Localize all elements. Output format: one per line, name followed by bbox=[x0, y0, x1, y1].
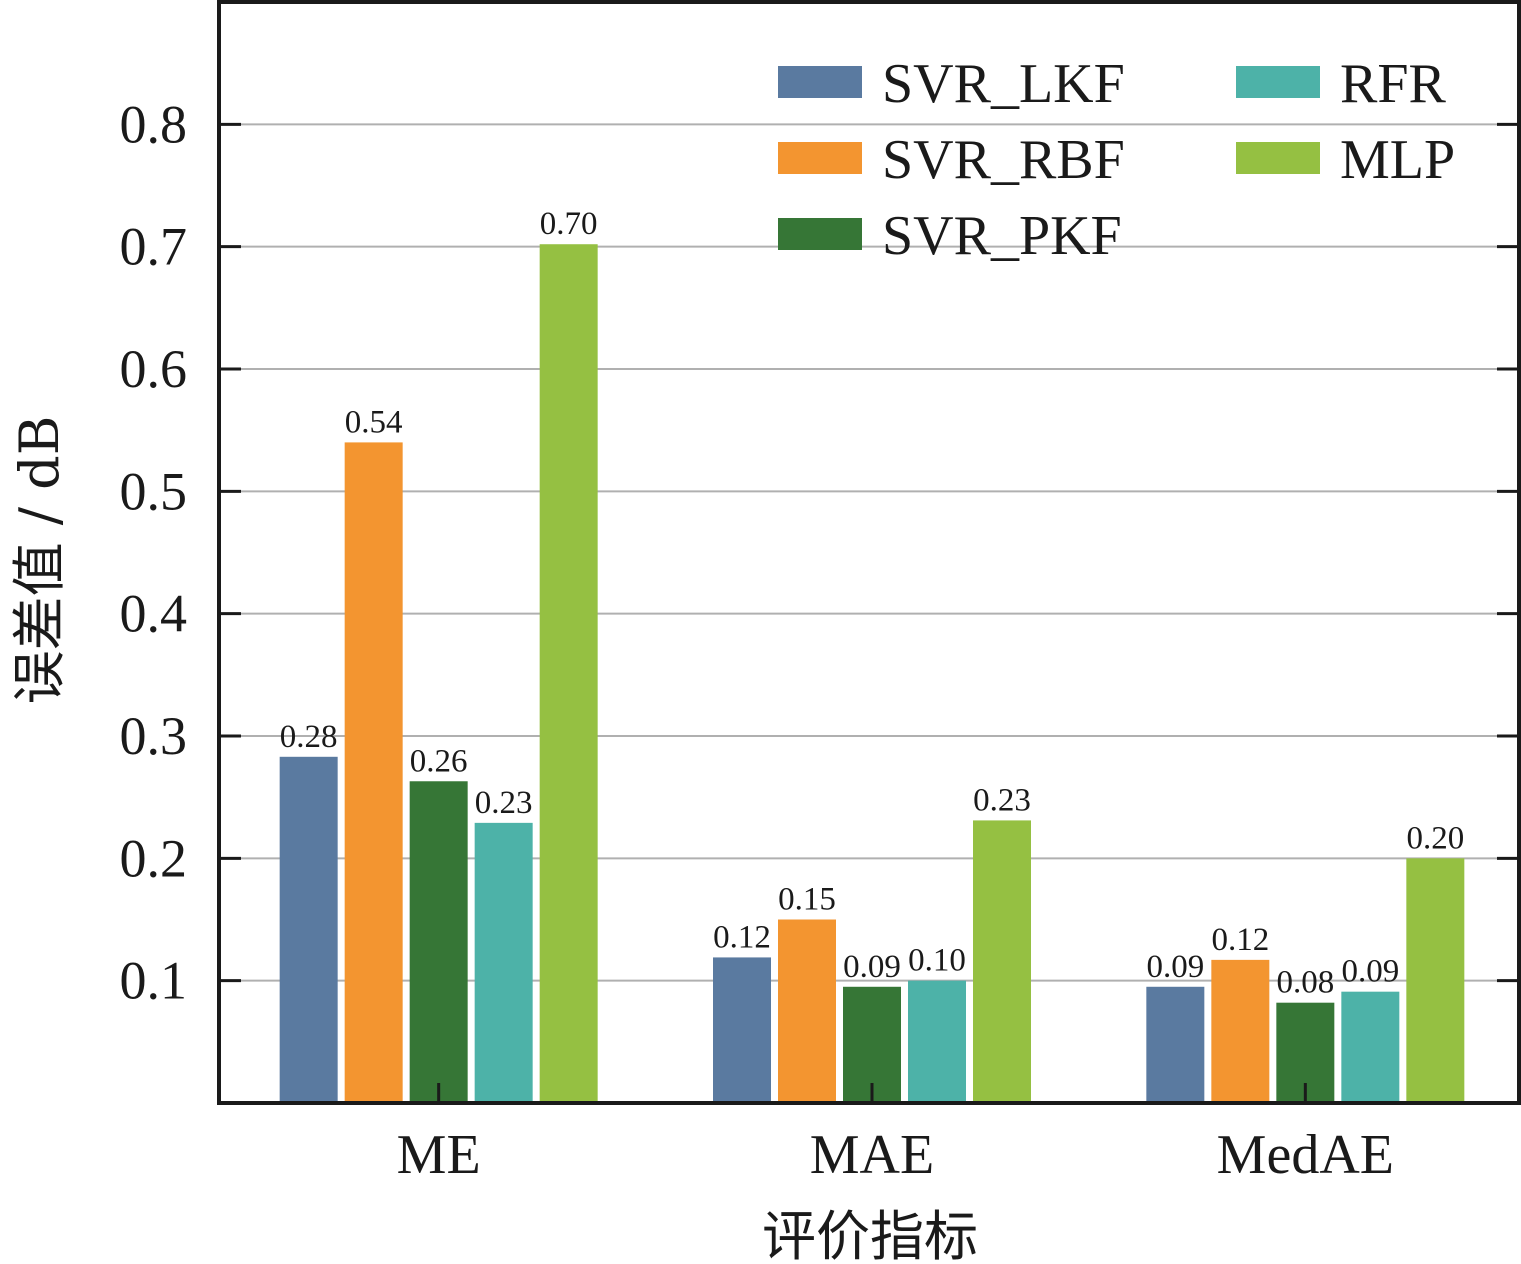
legend-swatch bbox=[778, 218, 862, 250]
plot-frame bbox=[217, 0, 1521, 1105]
bar-value-label: 0.70 bbox=[540, 206, 598, 242]
bar-MLP-MAE bbox=[973, 820, 1031, 1103]
legend-label: SVR_LKF bbox=[882, 53, 1125, 115]
bar-value-label: 0.08 bbox=[1276, 965, 1334, 1001]
bar-value-label: 0.28 bbox=[280, 719, 338, 755]
bar-RFR-ME bbox=[474, 822, 533, 1103]
legend-label: RFR bbox=[1340, 53, 1446, 115]
bar-value-label: 0.09 bbox=[843, 949, 901, 985]
bar-MLP-ME bbox=[539, 244, 598, 1104]
y-tick-label: 0.1 bbox=[120, 951, 188, 1011]
bar-value-label: 0.20 bbox=[1406, 820, 1464, 856]
x-tick-label: ME bbox=[397, 1124, 481, 1186]
x-tick-label: MedAE bbox=[1217, 1124, 1394, 1186]
bar-value-labels: 0.280.540.260.230.700.120.150.09 0.100.23… bbox=[280, 206, 1464, 1000]
bar-value-label: 0.15 bbox=[778, 882, 836, 918]
legend-label: SVR_RBF bbox=[882, 129, 1125, 191]
bar-MLP-MedAE bbox=[1406, 858, 1465, 1103]
bar-SVR_RBF-ME bbox=[344, 442, 403, 1103]
legend-swatch bbox=[1236, 142, 1320, 174]
y-tick-label: 0.4 bbox=[120, 584, 188, 644]
bar-value-label: 0.23 bbox=[475, 785, 533, 821]
bar-value-label: 0.54 bbox=[345, 404, 403, 440]
axes: 0.1 0.2 0.3 0.4 0.5 0.6 0.7 0.8 ME MAE MedAE bbox=[120, 0, 1521, 1186]
bar-RFR-MedAE bbox=[1341, 991, 1400, 1103]
y-tick-label: 0.6 bbox=[120, 339, 188, 399]
bar-value-label: 0.23 bbox=[973, 782, 1031, 818]
y-tick-label: 0.2 bbox=[120, 828, 188, 888]
legend-swatch bbox=[778, 142, 862, 174]
legend-label: MLP bbox=[1340, 129, 1455, 191]
x-tick-label: MAE bbox=[810, 1124, 934, 1186]
bar-value-label: 0.12 bbox=[1211, 922, 1269, 958]
bar-SVR_RBF-MedAE bbox=[1211, 959, 1270, 1103]
legend-swatch bbox=[1236, 66, 1320, 98]
x-axis-title: 评价指标 bbox=[762, 1205, 978, 1264]
legend-label: SVR_PKF bbox=[882, 205, 1122, 267]
bar-SVR_LKF-ME bbox=[279, 756, 338, 1103]
bar-value-label: 0.10 bbox=[908, 943, 966, 979]
y-tick-label: 0.8 bbox=[120, 94, 188, 154]
bar-value-label: 0.12 bbox=[713, 919, 771, 955]
y-tick-label: 0.7 bbox=[120, 217, 188, 277]
legend-swatch bbox=[778, 66, 862, 98]
y-axis-title: 误差值 / dB bbox=[8, 416, 71, 705]
y-tick-label: 0.5 bbox=[120, 461, 188, 521]
y-tick-label: 0.3 bbox=[120, 706, 188, 766]
bar-SVR_PKF-ME bbox=[409, 781, 468, 1103]
bar-SVR_RBF-MAE bbox=[778, 919, 836, 1103]
bar-SVR_LKF-MedAE bbox=[1146, 986, 1205, 1103]
bar-value-label: 0.09 bbox=[1341, 954, 1399, 990]
legend: SVR_LKF SVR_RBF SVR_PKF RFR MLP bbox=[778, 53, 1455, 267]
bar-RFR-MAE bbox=[908, 980, 966, 1103]
bar-value-label: 0.26 bbox=[410, 743, 468, 779]
bars bbox=[279, 244, 1465, 1104]
bar-value-label: 0.09 bbox=[1146, 949, 1204, 985]
bar-SVR_LKF-MAE bbox=[713, 957, 771, 1103]
